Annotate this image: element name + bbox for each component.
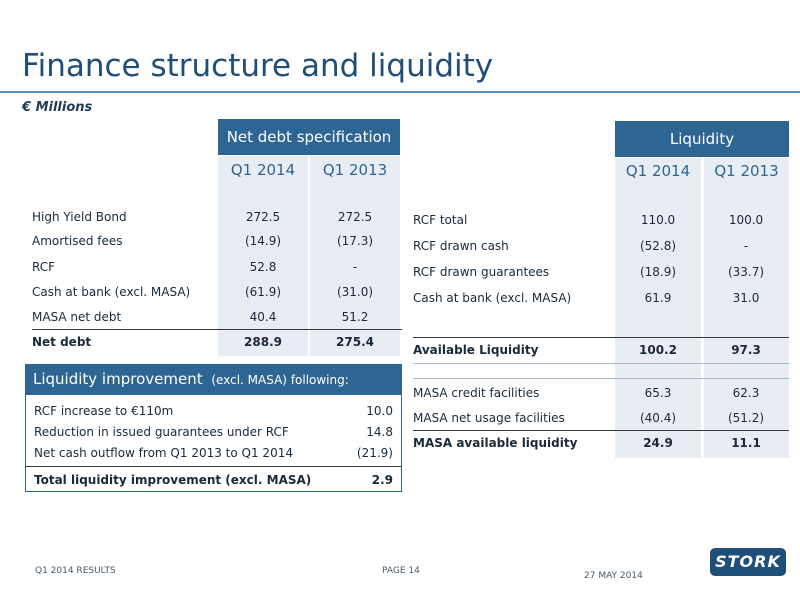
row-value-q1-2014: 52.8: [249, 260, 277, 274]
table-row: RCF drawn cash (52.8) -: [413, 235, 789, 257]
net-debt-total-row: Net debt 288.9 275.4: [32, 331, 402, 353]
row-label: MASA net debt: [32, 310, 122, 324]
table-row: RCF total 110.0 100.0: [413, 209, 789, 231]
row-value-q1-2013: 62.3: [732, 386, 760, 400]
table-row: Cash at bank (excl. MASA) 61.9 31.0: [413, 287, 789, 309]
table-row: High Yield Bond 272.5 272.5: [32, 206, 402, 228]
masa-section-rule: [413, 378, 789, 379]
row-label: RCF drawn guarantees: [413, 265, 550, 279]
row-label: Net debt: [32, 335, 92, 349]
item-value: 14.8: [366, 425, 393, 439]
row-value-q1-2014: 40.4: [249, 310, 277, 324]
row-value-q1-2013: (51.2): [727, 411, 765, 425]
row-value-q1-2014: 65.3: [644, 386, 672, 400]
row-value-q1-2013: 31.0: [732, 291, 760, 305]
row-label: High Yield Bond: [32, 210, 127, 224]
net-debt-col-q1-2013: Q1 2013: [310, 156, 400, 356]
row-label: Available Liquidity: [413, 343, 539, 357]
row-value-q1-2013: 51.2: [341, 310, 369, 324]
footer-page-number: PAGE 14: [382, 566, 420, 576]
masa-total-row: MASA available liquidity 24.9 11.1: [413, 432, 789, 454]
row-label: Cash at bank (excl. MASA): [32, 285, 191, 299]
liquidity-col1-label: Q1 2014: [625, 162, 691, 180]
item-label: Reduction in issued guarantees under RCF: [34, 425, 289, 439]
item-value: 2.9: [371, 473, 393, 487]
improvement-total-row: Total liquidity improvement (excl. MASA)…: [34, 470, 393, 490]
item-label: Net cash outflow from Q1 2013 to Q1 2014: [34, 446, 293, 460]
net-debt-col1-label: Q1 2014: [230, 161, 296, 179]
footer-report-name: Q1 2014 RESULTS: [35, 566, 116, 576]
page-title: Finance structure and liquidity: [22, 48, 494, 84]
net-debt-total-rule: [32, 329, 402, 330]
table-row: MASA credit facilities 65.3 62.3: [413, 382, 789, 404]
liquidity-col-q1-2014: Q1 2014: [615, 158, 701, 458]
liquidity-improvement-box: RCF increase to €110m 10.0 Reduction in …: [25, 394, 402, 492]
footer-date: 27 MAY 2014: [584, 571, 643, 581]
table-row: Amortised fees (14.9) (17.3): [32, 230, 402, 252]
row-value-q1-2014: (14.9): [244, 234, 282, 248]
row-value-q1-2013: 275.4: [336, 335, 374, 349]
row-value-q1-2013: (33.7): [727, 265, 765, 279]
row-label: MASA credit facilities: [413, 386, 540, 400]
row-value-q1-2014: 288.9: [244, 335, 282, 349]
row-value-q1-2014: (52.8): [639, 239, 677, 253]
units-label: € Millions: [22, 100, 93, 115]
row-value-q1-2013: 100.0: [728, 213, 764, 227]
row-value-q1-2014: 100.2: [639, 343, 677, 357]
table-row: RCF 52.8 -: [32, 256, 402, 278]
available-liquidity-bottom-rule: [413, 363, 789, 364]
row-label: RCF total: [413, 213, 468, 227]
row-value-q1-2014: (40.4): [639, 411, 677, 425]
table-row: MASA net debt 40.4 51.2: [32, 306, 402, 328]
item-label: RCF increase to €110m: [34, 404, 174, 418]
row-label: RCF: [32, 260, 56, 274]
row-value-q1-2013: (31.0): [336, 285, 374, 299]
row-value-q1-2014: 61.9: [644, 291, 672, 305]
liquidity-improvement-header: Liquidity improvement (excl. MASA) follo…: [25, 364, 402, 394]
row-value-q1-2014: 24.9: [643, 436, 673, 450]
improvement-total-rule: [26, 466, 401, 467]
item-value: 10.0: [366, 404, 393, 418]
masa-total-rule: [413, 430, 789, 431]
title-divider: [0, 91, 800, 93]
row-label: Cash at bank (excl. MASA): [413, 291, 572, 305]
item-label: Total liquidity improvement (excl. MASA): [34, 473, 312, 487]
row-value-q1-2013: (17.3): [336, 234, 374, 248]
available-liquidity-top-rule: [413, 337, 789, 338]
row-label: MASA available liquidity: [413, 436, 578, 450]
stork-logo: STORK: [710, 548, 786, 576]
table-row: RCF drawn guarantees (18.9) (33.7): [413, 261, 789, 283]
row-value-q1-2014: (18.9): [639, 265, 677, 279]
row-value-q1-2014: 110.0: [640, 213, 676, 227]
list-item: Reduction in issued guarantees under RCF…: [34, 422, 393, 442]
list-item: RCF increase to €110m 10.0: [34, 401, 393, 421]
row-value-q1-2013: -: [743, 239, 749, 253]
table-row: MASA net usage facilities (40.4) (51.2): [413, 407, 789, 429]
net-debt-col2-label: Q1 2013: [322, 161, 388, 179]
list-item: Net cash outflow from Q1 2013 to Q1 2014…: [34, 443, 393, 463]
net-debt-header: Net debt specification: [218, 119, 400, 155]
row-value-q1-2014: (61.9): [244, 285, 282, 299]
item-value: (21.9): [356, 446, 393, 460]
row-value-q1-2014: 272.5: [245, 210, 281, 224]
row-value-q1-2013: 11.1: [731, 436, 761, 450]
net-debt-col-q1-2014: Q1 2014: [218, 156, 308, 356]
table-row: Cash at bank (excl. MASA) (61.9) (31.0): [32, 281, 402, 303]
row-value-q1-2013: 97.3: [731, 343, 761, 357]
liquidity-col2-label: Q1 2013: [714, 162, 779, 180]
liquidity-improvement-title: Liquidity improvement: [33, 370, 203, 388]
row-value-q1-2013: -: [352, 260, 358, 274]
row-label: MASA net usage facilities: [413, 411, 565, 425]
available-liquidity-row: Available Liquidity 100.2 97.3: [413, 339, 789, 361]
row-label: RCF drawn cash: [413, 239, 509, 253]
row-label: Amortised fees: [32, 234, 123, 248]
liquidity-header: Liquidity: [615, 121, 789, 157]
row-value-q1-2013: 272.5: [337, 210, 373, 224]
liquidity-improvement-subtitle: (excl. MASA) following:: [211, 373, 349, 387]
liquidity-col-q1-2013: Q1 2013: [704, 158, 789, 458]
